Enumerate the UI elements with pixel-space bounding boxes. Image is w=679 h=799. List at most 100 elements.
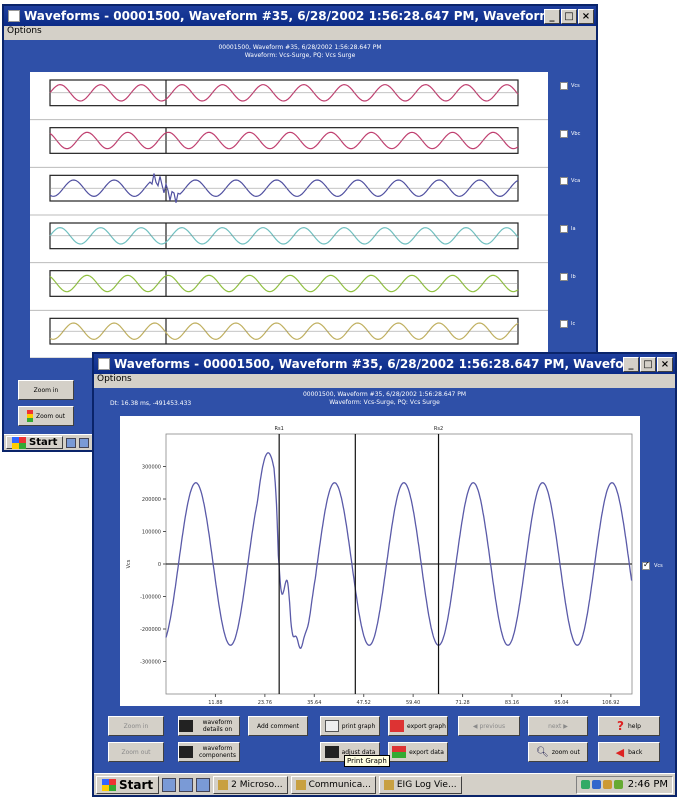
export-data-icon	[392, 746, 407, 758]
details-icon	[179, 720, 193, 732]
vcs-waveform-line	[165, 452, 633, 649]
strip-waveform-vbc	[49, 131, 519, 150]
tray-icon[interactable]	[613, 780, 623, 789]
back-zoom-in-button[interactable]: Zoom in	[18, 380, 74, 400]
channel-checkbox[interactable]	[560, 224, 568, 233]
quick-launch-icon[interactable]	[66, 437, 77, 448]
print-graph-button[interactable]: print graph	[320, 716, 380, 736]
front-client-area: 00001500, Waveform #35, 6/28/2002 1:56:2…	[94, 388, 675, 795]
y-axis-label: Vcs	[126, 559, 132, 568]
window-icon	[218, 779, 229, 790]
front-title-bar[interactable]: Waveforms - 00001500, Waveform #35, 6/28…	[94, 354, 675, 374]
zoom-out-button[interactable]: Zoom out	[108, 742, 164, 762]
export-data-button[interactable]: export data	[388, 742, 448, 762]
front-window-title: Waveforms - 00001500, Waveform #35, 6/28…	[114, 357, 623, 371]
quick-launch-icon[interactable]	[162, 777, 177, 792]
back-header-line1: 00001500, Waveform #35, 6/28/2002 1:56:2…	[218, 44, 382, 51]
export-graph-button[interactable]: export graph	[388, 716, 448, 736]
waveform-chart: 300000 200000 100000 0 -100000 -200000 -300000…	[126, 426, 633, 714]
series-checkbox-label: Vcs	[654, 563, 663, 569]
previous-button[interactable]: ◀ previous	[458, 716, 520, 736]
help-button[interactable]: ? help	[598, 716, 660, 736]
y-tick-label: -300000	[140, 660, 161, 666]
start-button[interactable]: Start	[96, 775, 160, 794]
front-waveforms-window: Waveforms - 00001500, Waveform #35, 6/28…	[92, 352, 677, 797]
minimize-icon[interactable]: _	[623, 356, 639, 372]
close-icon[interactable]: ×	[578, 8, 594, 24]
quick-launch-icon[interactable]	[196, 777, 211, 792]
back-window-title: Waveforms - 00001500, Waveform #35, 6/28…	[24, 9, 544, 23]
next-button[interactable]: next ▶	[528, 716, 588, 736]
y-tick-label: 100000	[142, 530, 161, 536]
zoom-out-full-button[interactable]: 🔍︎ zoom out	[528, 742, 588, 762]
x-tick-label: 83.16	[505, 700, 519, 706]
system-tray: 2:46 PM	[575, 775, 673, 794]
quick-launch-icon[interactable]	[179, 777, 194, 792]
x-tick-label: 95.04	[554, 700, 568, 706]
x-tick-label: 35.64	[307, 700, 321, 706]
back-header-line2: Waveform: Vcs-Surge, PQ: Vcs Surge	[244, 52, 356, 59]
back-arrow-icon: ◀	[615, 745, 625, 759]
back-start-button[interactable]: Start	[6, 436, 64, 449]
app-icon	[98, 358, 110, 370]
x-tick-label: 23.76	[258, 700, 272, 706]
front-header-line2: Waveform: Vcs-Surge, PQ: Vcs Surge	[329, 399, 440, 406]
maximize-icon[interactable]: □	[561, 8, 577, 24]
cursor-label: Rs1	[275, 426, 284, 432]
traffic-light-icon	[26, 410, 33, 422]
taskbar-item[interactable]: Communica...	[290, 775, 376, 794]
channel-label: Ic	[571, 321, 576, 328]
y-tick-label: 200000	[142, 497, 161, 503]
channel-label: Vca	[571, 178, 581, 185]
maximize-icon[interactable]: □	[640, 356, 656, 372]
back-title-bar[interactable]: Waveforms - 00001500, Waveform #35, 6/28…	[4, 6, 596, 26]
minimize-icon[interactable]: _	[544, 8, 560, 24]
menu-options[interactable]: Options	[97, 374, 132, 384]
question-mark-icon: ?	[617, 718, 624, 733]
delta-time-readout: Dt: 16.38 ms, -491453.433	[110, 400, 192, 407]
right-arrow-icon: ▶	[561, 722, 568, 730]
windows-flag-icon	[12, 436, 26, 449]
y-tick-label: 300000	[142, 465, 161, 471]
quick-launch-icon[interactable]	[79, 437, 90, 448]
back-plot-area	[30, 72, 548, 359]
menu-options[interactable]: Options	[7, 26, 42, 36]
channel-checkbox[interactable]	[560, 320, 568, 329]
taskbar: Start 2 Microso... Communica... EIG Log …	[94, 773, 675, 795]
tray-icon[interactable]	[580, 780, 590, 789]
x-tick-label: 106.92	[602, 700, 620, 706]
waveform-components-button[interactable]: waveform components	[178, 742, 240, 762]
channel-checkbox[interactable]	[560, 272, 568, 281]
x-tick-label: 59.40	[406, 700, 420, 706]
channel-label: Ib	[571, 273, 576, 280]
back-zoom-out-button[interactable]: Zoom out	[18, 406, 74, 426]
close-icon[interactable]: ×	[657, 356, 673, 372]
cursor-label: Rs2	[434, 426, 443, 432]
zoom-in-button[interactable]: Zoom in	[108, 716, 164, 736]
clock: 2:46 PM	[627, 779, 668, 790]
strip-waveform-ic	[49, 322, 519, 341]
add-comment-button[interactable]: Add comment	[248, 716, 308, 736]
series-checkbox[interactable]: ✓	[642, 560, 650, 570]
tray-icon[interactable]	[602, 780, 612, 789]
waveform-details-button[interactable]: waveform details on	[178, 716, 240, 736]
channel-checkbox[interactable]	[560, 177, 568, 186]
export-arrow-icon	[390, 720, 405, 732]
back-strip-charts	[30, 79, 548, 359]
taskbar-item[interactable]: EIG Log Vie...	[378, 775, 462, 794]
window-icon	[295, 779, 306, 790]
magnifier-icon: 🔍︎	[536, 746, 549, 758]
print-graph-tooltip: Print Graph	[344, 755, 390, 767]
back-button[interactable]: ◀ back	[598, 742, 660, 762]
y-tick-label: 0	[158, 562, 161, 568]
channel-checkbox[interactable]	[560, 81, 568, 90]
taskbar-item[interactable]: 2 Microso...	[213, 775, 288, 794]
tray-icon[interactable]	[591, 780, 601, 789]
strip-waveform-ib	[49, 274, 519, 293]
y-tick-label: -100000	[140, 595, 161, 601]
channel-checkbox[interactable]	[560, 129, 568, 138]
x-tick-label: 11.88	[208, 700, 222, 706]
adjust-icon	[324, 746, 339, 758]
front-menubar: Options	[94, 374, 675, 388]
x-tick-label: 71.28	[455, 700, 469, 706]
